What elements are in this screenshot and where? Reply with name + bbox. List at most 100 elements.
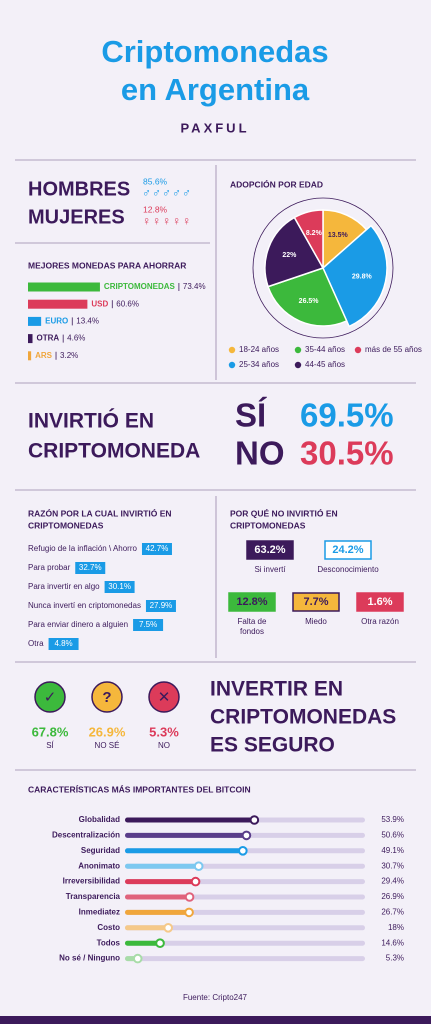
value-label: 13.4% xyxy=(76,317,99,326)
icon-glyph: ? xyxy=(102,689,111,706)
section-title: RAZÓN POR LA CUAL INVIRTIÓ EN xyxy=(28,507,172,518)
bar-dot xyxy=(184,907,194,918)
value-label: 30.7% xyxy=(381,861,404,870)
icon-glyph: ✓ xyxy=(44,689,57,706)
bar-category: Inmediatez xyxy=(79,908,120,917)
track xyxy=(125,940,365,946)
answer-value: 30.5% xyxy=(300,435,394,472)
value-label: 26.9% xyxy=(381,892,404,901)
reason-label: Otra xyxy=(28,639,44,648)
reason-label: Nunca invertí en criptomonedas xyxy=(28,601,141,610)
reason-value: 12.8% xyxy=(236,596,267,608)
gender-value: 85.6% xyxy=(143,176,168,186)
value-label: 60.6% xyxy=(116,299,139,308)
legend-dot xyxy=(228,361,236,369)
bar xyxy=(28,316,42,326)
bar-dot xyxy=(241,830,252,841)
invest-title: CRIPTOMONEDA xyxy=(28,440,200,463)
safety-icon xyxy=(148,681,180,713)
reason-label: Otra razón xyxy=(361,617,399,626)
reason-label: Falta de xyxy=(238,617,267,626)
legend-dot xyxy=(228,346,236,354)
reason-label: Para invertir en algo xyxy=(28,582,100,591)
reason-label: Si invertí xyxy=(254,565,286,574)
bar-category: Descentralización xyxy=(52,831,120,840)
icon-glyph: ✕ xyxy=(158,689,171,706)
legend-dot xyxy=(354,346,362,354)
bar-dot xyxy=(184,892,195,902)
legend-dot xyxy=(294,346,302,354)
pie-slice xyxy=(264,216,325,288)
gender-label: HOMBRES xyxy=(28,178,130,200)
safety-label: SÍ xyxy=(46,741,54,750)
slice-label: 13.5% xyxy=(328,232,349,239)
reason-tag xyxy=(75,562,106,574)
section-title: CRIPTOMONEDAS xyxy=(28,520,104,530)
bar-dot xyxy=(249,815,260,825)
value-label: 5.3% xyxy=(386,954,404,963)
legend-label: 35-44 años xyxy=(305,345,345,354)
bar xyxy=(28,299,88,309)
reason-box xyxy=(324,540,372,560)
pie-slice xyxy=(322,224,388,328)
reason-label: Para probar xyxy=(28,563,71,572)
bar xyxy=(125,879,196,885)
value-label: 14.6% xyxy=(381,938,404,947)
pie-slice xyxy=(267,267,348,327)
reason-value: 42.7% xyxy=(146,544,169,553)
bar xyxy=(125,894,190,900)
safety-value: 26.9% xyxy=(89,724,126,739)
reason-tag xyxy=(104,581,135,593)
legend-label: 44-45 años xyxy=(305,360,345,369)
value-label: 49.1% xyxy=(381,846,404,855)
source: Fuente: Cripto247 xyxy=(183,993,248,1002)
bar xyxy=(125,940,161,946)
bar-category: EURO xyxy=(45,317,68,326)
legend-label: 25-34 años xyxy=(239,360,279,369)
bar-dot xyxy=(193,861,204,872)
reason-tag xyxy=(141,543,172,555)
bar xyxy=(125,817,255,823)
legend-label: 18-24 años xyxy=(239,345,279,354)
safety-icon xyxy=(91,681,123,713)
value-label: 18% xyxy=(388,923,404,932)
reason-value: 1.6% xyxy=(367,596,392,608)
bar xyxy=(125,832,247,838)
safety-title: ES SEGURO xyxy=(210,734,335,757)
value-label: 4.6% xyxy=(67,334,85,343)
pie-ring xyxy=(252,197,394,339)
reason-value: 7.7% xyxy=(303,596,328,608)
slice-label: 8.2% xyxy=(306,230,323,237)
bar-dot xyxy=(163,923,173,933)
bar-category: Anonimato xyxy=(78,861,120,870)
bar xyxy=(125,925,169,931)
value-label: 73.4% xyxy=(183,282,206,291)
reason-box xyxy=(292,592,340,612)
bar xyxy=(125,848,243,854)
value-label: 3.2% xyxy=(60,351,78,360)
bar-dot xyxy=(238,846,248,856)
answer-value: 69.5% xyxy=(300,397,394,434)
bar-category: USD xyxy=(91,299,108,308)
gender-label: MUJERES xyxy=(28,206,125,228)
reason-box xyxy=(356,592,404,612)
safety-icon xyxy=(34,681,66,713)
bar xyxy=(125,863,199,869)
bar-category: Seguridad xyxy=(81,846,120,855)
gender-icons: ♀♀♀♀♀ xyxy=(142,214,192,228)
reason-tag xyxy=(48,638,79,650)
track xyxy=(125,925,365,931)
safety-label: NO SÉ xyxy=(95,741,120,750)
bar xyxy=(28,351,32,361)
bar-category: Todos xyxy=(97,938,121,947)
section-title: POR QUÉ NO INVIRTIÓ EN xyxy=(230,507,338,518)
value-label: 50.6% xyxy=(381,831,404,840)
safety-value: 5.3% xyxy=(149,724,179,739)
reason-tag xyxy=(145,600,176,612)
bottom-strip xyxy=(0,1016,431,1024)
legend-dot xyxy=(294,361,302,369)
reason-value: 27.9% xyxy=(150,601,173,610)
reason-value: 30.1% xyxy=(108,582,131,591)
